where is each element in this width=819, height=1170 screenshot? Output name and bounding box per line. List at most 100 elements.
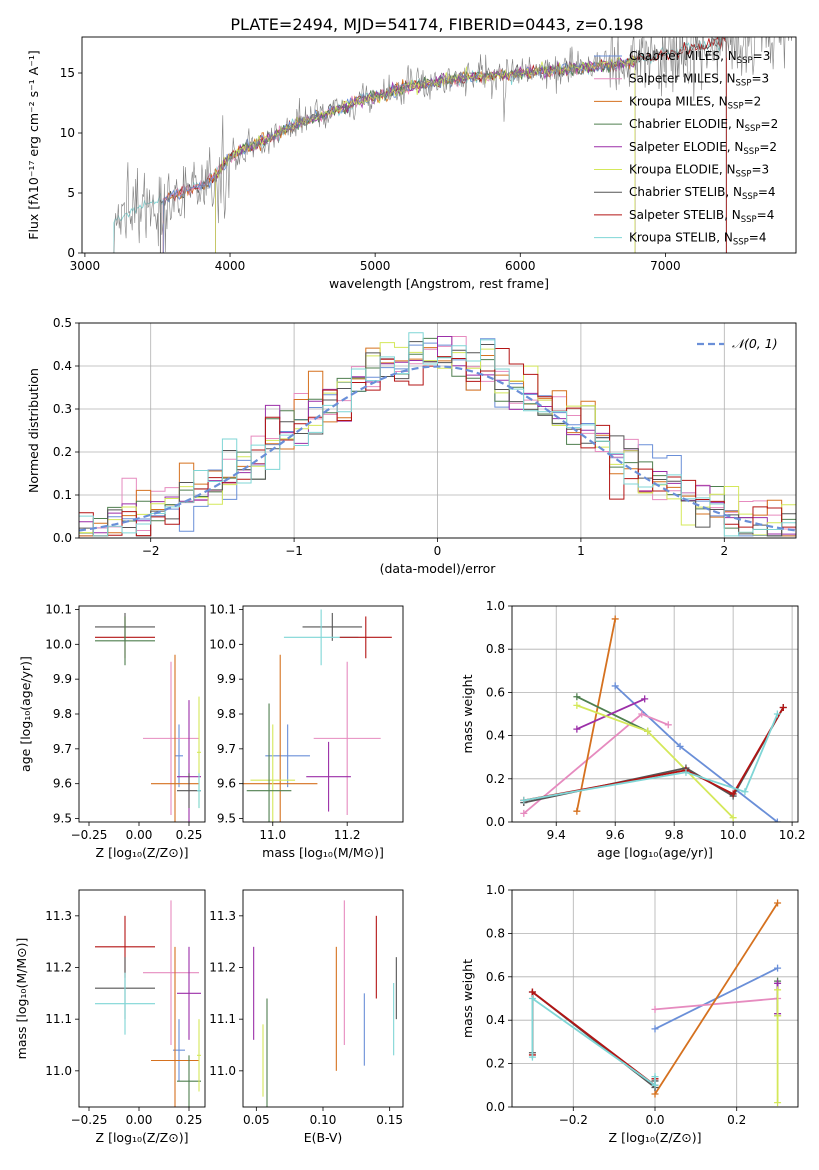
weight-marker: [729, 790, 737, 798]
y-tick-label: 11.0: [45, 1064, 72, 1078]
weight-marker: [644, 727, 652, 735]
y-tick-label: 10.0: [45, 637, 72, 651]
y-tick-label: 0.5: [53, 316, 72, 330]
x-tick-label: 0.00: [126, 828, 153, 842]
x-tick-label: 9.8: [665, 828, 684, 842]
x-tick-label: 0.05: [243, 1113, 270, 1127]
x-tick-label: 0.25: [176, 1113, 203, 1127]
x-tick-label: 0: [434, 544, 442, 558]
weight-marker: [573, 701, 581, 709]
weight-marker: [651, 1025, 659, 1033]
axes-frame: [242, 605, 404, 823]
x-tick-label: 6000: [505, 259, 536, 273]
plot-area: [79, 332, 796, 537]
y-tick-label: 11.0: [209, 1064, 236, 1078]
y-tick-label: 0.6: [486, 970, 505, 984]
ebv-mass-panel: 0.05 0.10 0.15 11.0 11.1 11.2 11.3 E(B-V): [209, 889, 404, 1145]
y-tick-label: 0.8: [486, 642, 505, 656]
x-tick-label: 10.0: [720, 828, 747, 842]
x-tick-label: −2: [142, 544, 160, 558]
legend-entry: Kroupa ELODIE, NSSP=3: [629, 163, 769, 180]
weight-marker: [638, 710, 646, 718]
legend-entry: Kroupa MILES, NSSP=2: [629, 94, 761, 111]
x-tick-label: 4000: [215, 259, 246, 273]
y-axis-label: mass [log₁₀(M/M⊙)]: [14, 938, 29, 1060]
y-tick-label: 11.1: [45, 1012, 72, 1026]
plot-area: [113, 37, 793, 253]
y-axis-label: mass weight: [460, 674, 475, 753]
weight-marker: [774, 979, 782, 987]
gaussian-legend-label: 𝒩(0, 1): [732, 336, 778, 351]
x-tick-label: −1: [285, 544, 303, 558]
y-axis-label: age [log₁₀(age/yr)]: [18, 656, 33, 772]
x-tick-label: −0.25: [71, 1113, 108, 1127]
y-tick-label: 11.3: [45, 909, 72, 923]
x-tick-label: 11.0: [259, 828, 286, 842]
weight-marker: [611, 615, 619, 623]
y-tick-label: 9.9: [53, 672, 72, 686]
axes-frame: [511, 605, 799, 823]
x-tick-label: 0.0: [645, 1113, 664, 1127]
x-tick-label: 7000: [650, 259, 681, 273]
weight-marker: [651, 1073, 659, 1081]
weight-marker: [611, 682, 619, 690]
y-tick-label: 0.1: [53, 488, 72, 502]
weight-marker: [664, 721, 672, 729]
y-tick-label: 0.4: [486, 1013, 505, 1027]
x-tick-label: 9.4: [547, 828, 566, 842]
axes-frame: [242, 889, 404, 1108]
y-tick-label: 1.0: [486, 883, 505, 897]
axes-frame: [78, 605, 206, 823]
weight-marker: [676, 742, 684, 750]
y-tick-label: 9.5: [217, 812, 236, 826]
plot-area: [528, 899, 782, 1107]
x-tick-label: 1: [577, 544, 585, 558]
legend-entry: Chabrier STELIB, NSSP=4: [629, 185, 776, 202]
y-tick-label: 0.3: [53, 402, 72, 416]
y-tick-label: 9.6: [217, 777, 236, 791]
mass-age-panel: 11.0 11.2 9.5 9.6 9.7 9.8 9.9 10.0 10.1 mass [log…: [209, 602, 404, 860]
x-axis-label: wavelength [Angstrom, rest frame]: [329, 276, 549, 291]
weight-line: [576, 618, 617, 812]
weight-marker: [741, 788, 749, 796]
x-axis-label: mass [log₁₀(M/M⊙)]: [262, 845, 384, 860]
weight-marker: [774, 1099, 782, 1107]
legend-entry: Salpeter MILES, NSSP=3: [629, 72, 769, 89]
weight-line: [654, 902, 779, 1095]
gaussian-curve: [79, 365, 796, 532]
x-tick-label: 5000: [360, 259, 391, 273]
weight-marker: [774, 899, 782, 907]
y-tick-label: 0.8: [486, 926, 505, 940]
weight-marker: [682, 768, 690, 776]
axes-frame: [78, 322, 797, 539]
y-tick-label: 9.8: [217, 707, 236, 721]
y-axis-label: Normed distribution: [26, 368, 41, 493]
spectrum-panel: 3000 4000 5000 6000 7000 0 5 10 15 wavelength [An…: [26, 36, 797, 291]
x-axis-label: (data-model)/error: [380, 561, 497, 576]
x-tick-label: 2: [720, 544, 728, 558]
residual-histogram: [79, 336, 796, 535]
figure-title: PLATE=2494, MJD=54174, FIBERID=0443, z=0…: [230, 15, 643, 34]
legend-entry: Salpeter ELODIE, NSSP=2: [629, 140, 777, 157]
weight-marker: [573, 807, 581, 815]
z-age-panel: −0.25 0.00 0.25 9.5 9.6 9.7 9.8 9.9 10.0 10.1 Z [l…: [18, 602, 206, 860]
x-axis-label: E(B-V): [304, 1130, 343, 1145]
weight-line: [523, 713, 779, 802]
x-tick-label: 10.2: [779, 828, 806, 842]
x-tick-label: 9.6: [606, 828, 625, 842]
y-tick-label: 10.0: [209, 637, 236, 651]
y-tick-label: 10.1: [45, 602, 72, 616]
x-tick-label: 0.2: [727, 1113, 746, 1127]
legend-entry: Salpeter STELIB, NSSP=4: [629, 208, 774, 225]
weight-line: [614, 685, 778, 822]
y-tick-label: 0.4: [486, 729, 505, 743]
weight-marker: [773, 710, 781, 718]
y-tick-label: 9.8: [53, 707, 72, 721]
y-tick-label: 5: [67, 186, 75, 200]
weight-marker: [773, 818, 781, 822]
x-tick-label: −0.25: [71, 828, 108, 842]
y-tick-label: 10: [60, 126, 75, 140]
y-tick-label: 0.2: [53, 445, 72, 459]
x-tick-label: 3000: [70, 259, 101, 273]
